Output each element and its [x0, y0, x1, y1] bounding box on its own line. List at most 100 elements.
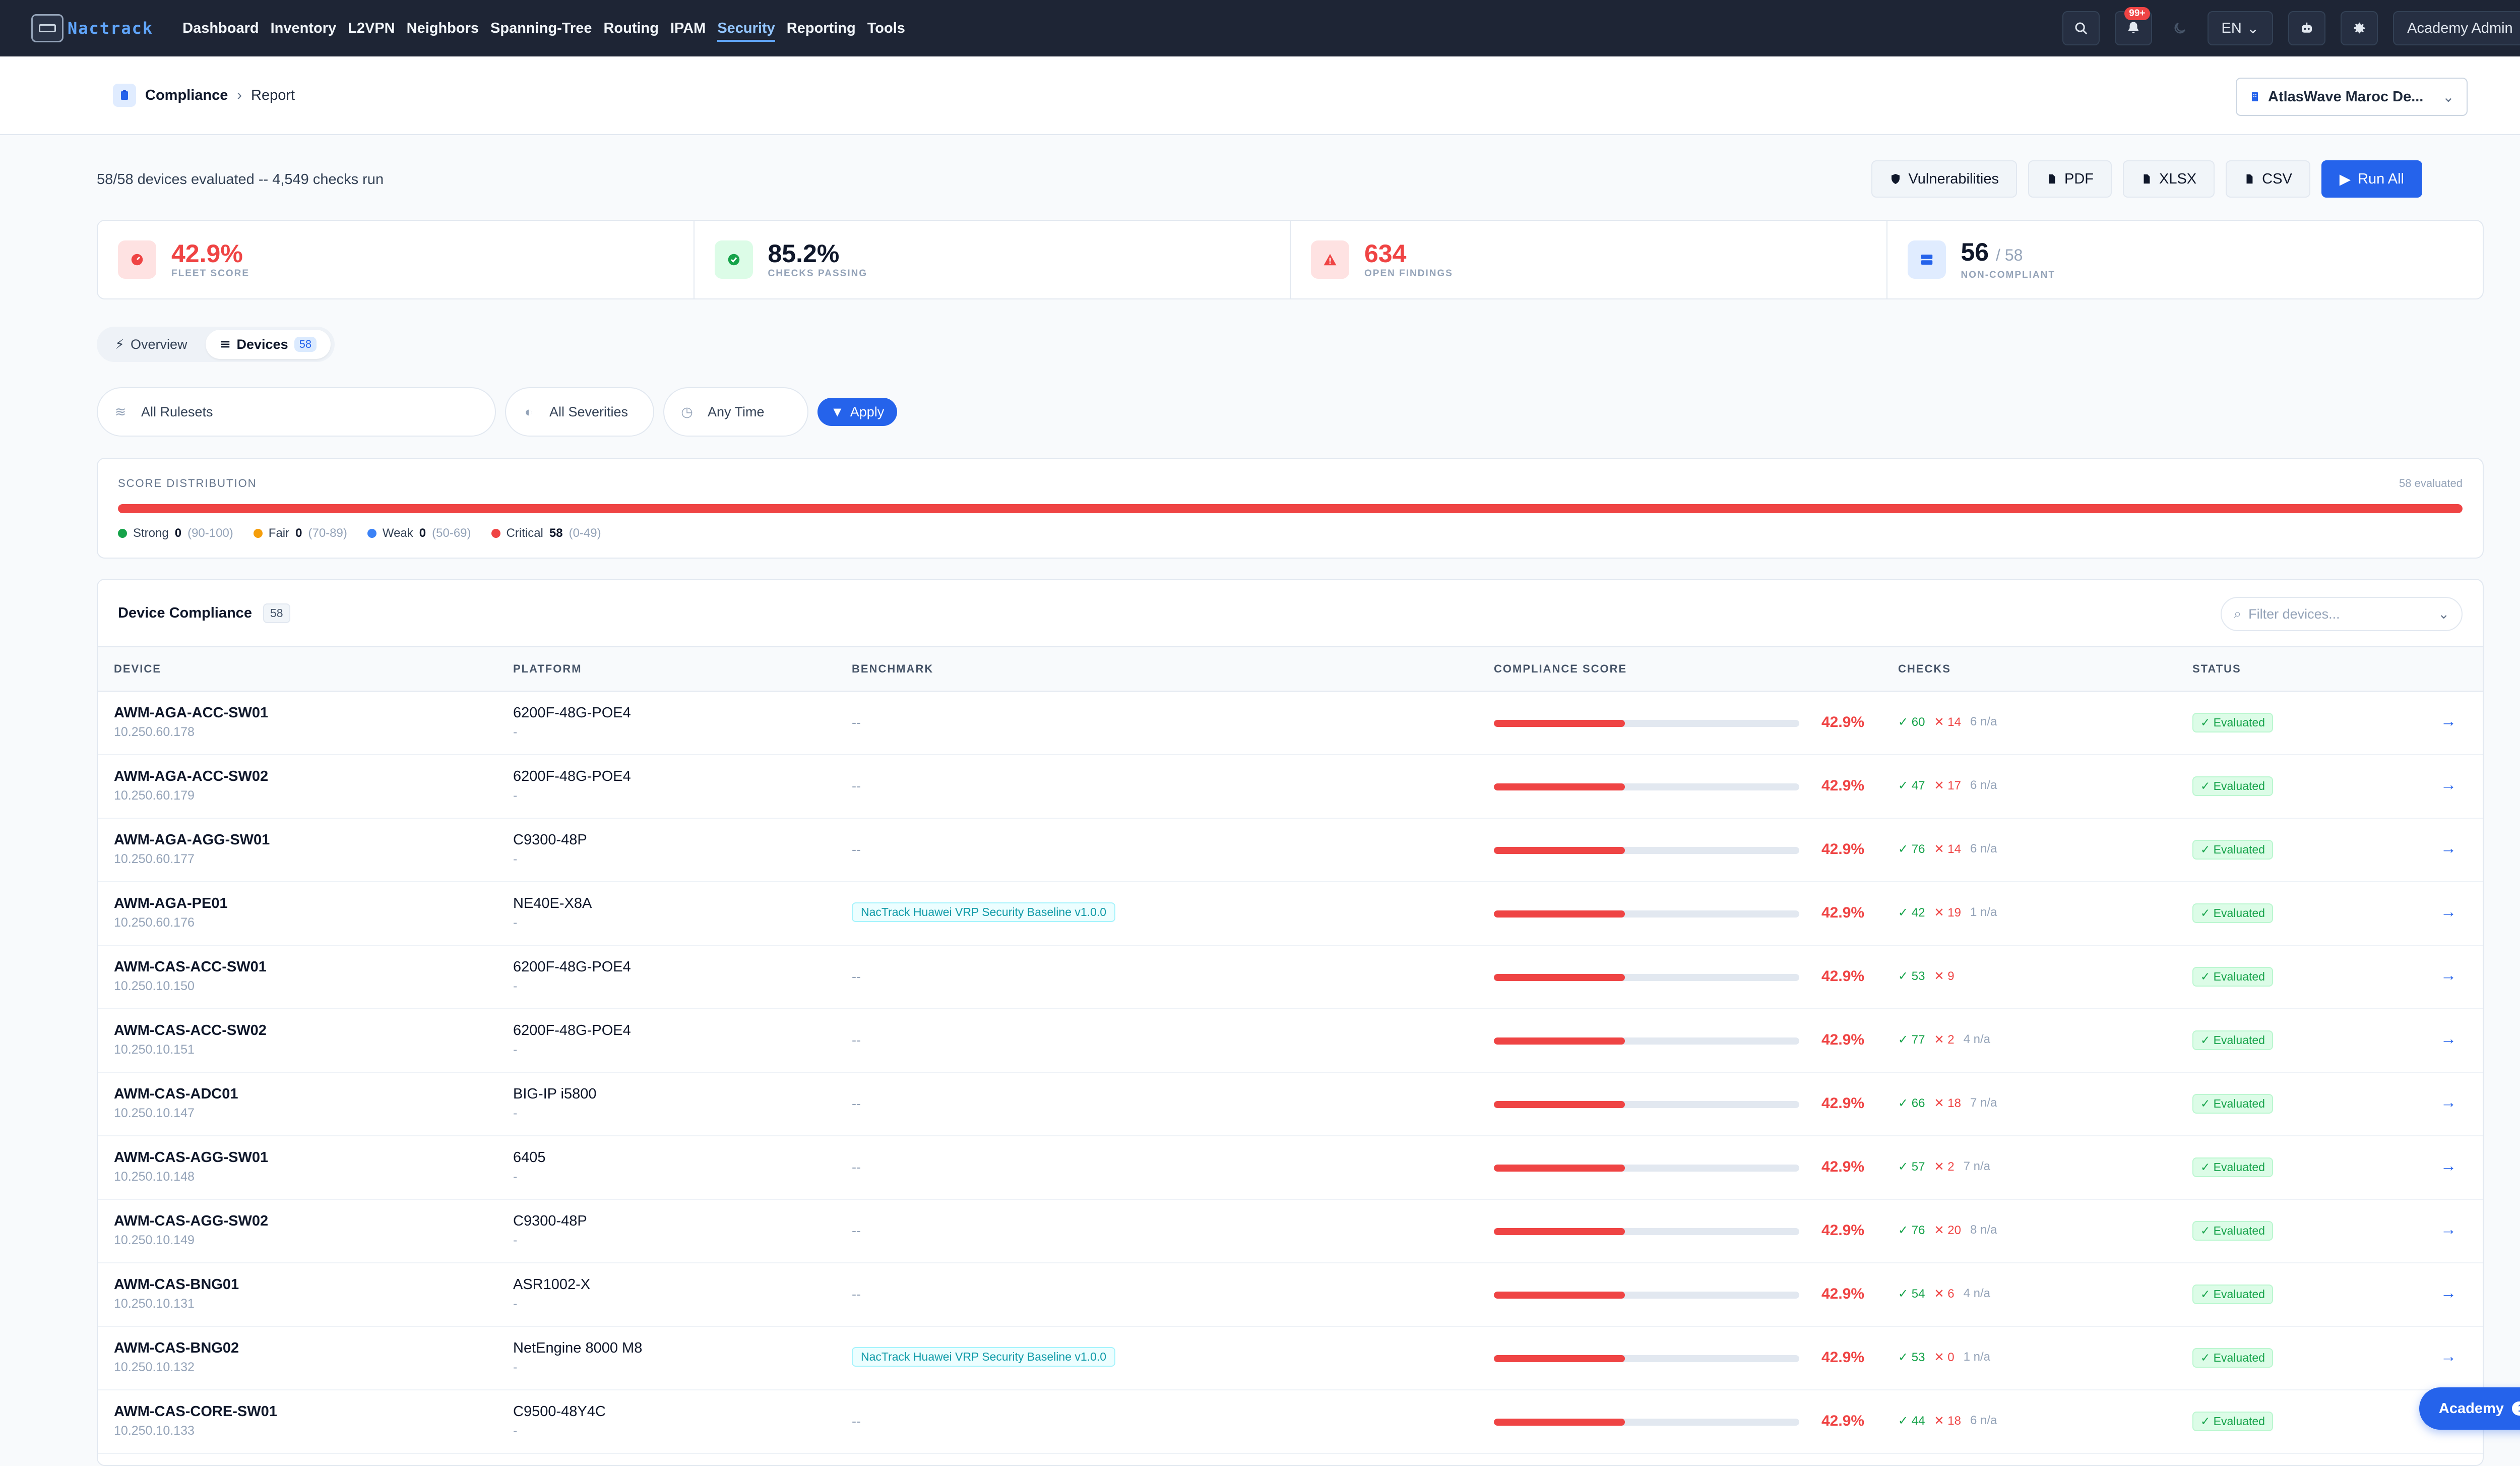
table-row[interactable]: AWM-CAS-ACC-SW01 10.250.10.150 6200F-48G-P…: [98, 946, 2483, 1009]
device-name[interactable]: AWM-CAS-ADC01: [114, 1086, 238, 1102]
export-pdf-button[interactable]: PDF: [2028, 160, 2112, 198]
device-name[interactable]: AWM-CAS-AGG-SW02: [114, 1213, 269, 1229]
nav-item-tools[interactable]: Tools: [867, 20, 905, 36]
severity-filter[interactable]: ◐ All Severities: [505, 387, 654, 437]
ruleset-filter[interactable]: ≋ All Rulesets: [97, 387, 496, 437]
x-icon: ✕: [1934, 1351, 1944, 1364]
user-menu[interactable]: Academy Admin ⌄: [2393, 11, 2520, 45]
column-checks[interactable]: CHECKS: [1898, 662, 1951, 675]
academy-button[interactable]: Academy 1/7: [2419, 1387, 2520, 1430]
benchmark-tag[interactable]: NacTrack Huawei VRP Security Baseline v1…: [852, 1347, 1116, 1367]
device-platform-sub: -: [513, 1170, 518, 1184]
checks-passed-count: 76: [1911, 1224, 1925, 1237]
tab-devices[interactable]: Devices 58: [205, 330, 331, 359]
nav-item-ipam[interactable]: IPAM: [670, 20, 706, 36]
assistant-button[interactable]: [2288, 11, 2326, 45]
table-row[interactable]: AWM-CAS-AGG-SW01 10.250.10.148 6405- -- 42.9…: [98, 1136, 2483, 1200]
arrow-right-icon[interactable]: →: [2440, 1284, 2456, 1302]
arrow-right-icon[interactable]: →: [2440, 1347, 2456, 1365]
column-compliance-score[interactable]: COMPLIANCE SCORE: [1494, 662, 1627, 675]
nav-item-routing[interactable]: Routing: [603, 20, 659, 36]
export-csv-button[interactable]: CSV: [2226, 160, 2310, 198]
apply-filters-button[interactable]: ▼ Apply: [817, 398, 898, 426]
arrow-right-icon[interactable]: →: [2440, 1220, 2456, 1238]
device-name[interactable]: AWM-CAS-ACC-SW02: [114, 1022, 267, 1039]
table-row[interactable]: AWM-CAS-BNG01 10.250.10.131 ASR1002-X - -- 42…: [98, 1263, 2483, 1327]
arrow-right-icon[interactable]: →: [2440, 902, 2456, 921]
table-row[interactable]: AWM-CAS-ACC-SW02 10.250.10.151 6200F-48G-P…: [98, 1009, 2483, 1073]
vulnerabilities-label: Vulnerabilities: [1908, 170, 1999, 187]
tab-overview[interactable]: ⚡ Overview: [101, 330, 202, 359]
benchmark-tag[interactable]: NacTrack Huawei VRP Security Baseline v1…: [852, 902, 1116, 922]
device-name[interactable]: AWM-CAS-CORE-SW01: [114, 1403, 277, 1420]
nav-item-dashboard[interactable]: Dashboard: [182, 20, 259, 36]
column-device[interactable]: DEVICE: [114, 662, 161, 675]
compliance-score-bar: [1494, 1037, 1799, 1045]
nav-item-security[interactable]: Security: [717, 20, 786, 42]
legend-item-critical: Critical 58 (0-49): [491, 526, 601, 540]
device-filter-input[interactable]: ⌕ Filter devices... ⌄: [2221, 597, 2463, 631]
language-select[interactable]: EN ⌄: [2207, 11, 2274, 45]
run-all-button[interactable]: ▶ Run All: [2321, 160, 2422, 198]
settings-button[interactable]: [2341, 11, 2378, 45]
gear-icon: [2354, 22, 2365, 34]
nav-item-reporting[interactable]: Reporting: [786, 20, 856, 36]
device-name[interactable]: AWM-AGA-ACC-SW01: [114, 705, 269, 721]
check-icon: ✓: [2200, 1097, 2211, 1110]
checks-na: 1 n/a: [1963, 1350, 1991, 1364]
device-platform-sub: -: [513, 1297, 518, 1311]
notifications-button[interactable]: 99+: [2114, 7, 2152, 45]
device-filter-placeholder: Filter devices...: [2248, 606, 2340, 622]
nav-item-neighbors[interactable]: Neighbors: [406, 20, 479, 36]
app-logo[interactable]: Nactrack: [31, 14, 153, 42]
arrow-right-icon[interactable]: →: [2440, 1093, 2456, 1111]
device-name[interactable]: AWM-CAS-BNG01: [114, 1276, 239, 1293]
legend-name: Critical: [506, 526, 543, 540]
nav-item-l2vpn[interactable]: L2VPN: [348, 20, 395, 36]
vulnerabilities-button[interactable]: Vulnerabilities: [1871, 160, 2017, 198]
arrow-right-icon[interactable]: →: [2440, 1029, 2456, 1048]
nav-item-spanning-tree[interactable]: Spanning-Tree: [490, 20, 592, 36]
compliance-score-value: 42.9%: [1821, 1286, 1865, 1302]
nav-item-inventory[interactable]: Inventory: [270, 20, 337, 36]
table-row[interactable]: AWM-AGA-AGG-SW01 10.250.60.177 C9300-48P - -…: [98, 819, 2483, 882]
breadcrumb-section[interactable]: Compliance: [145, 87, 228, 103]
tenant-select[interactable]: AtlasWave Maroc De... ⌄: [2236, 78, 2468, 116]
table-row[interactable]: AWM-AGA-PE01 10.250.60.176 NE40E-X8A - NacTr…: [98, 882, 2483, 946]
arrow-right-icon[interactable]: →: [2440, 1156, 2456, 1175]
compliance-score-value: 42.9%: [1821, 1031, 1865, 1048]
legend-count: 0: [419, 526, 426, 540]
search-button[interactable]: [2062, 11, 2100, 45]
checks-failed: ✕ 17: [1934, 778, 1961, 793]
column-platform[interactable]: PLATFORM: [513, 662, 582, 675]
column-status[interactable]: STATUS: [2192, 662, 2241, 675]
checks-summary: ✓ 76 ✕ 20 8 n/a: [1898, 1223, 1997, 1238]
checks-passed-count: 57: [1911, 1160, 1925, 1174]
kpi-fleet-score: 42.9% FLEET SCORE: [98, 221, 695, 298]
arrow-right-icon[interactable]: →: [2440, 839, 2456, 857]
arrow-right-icon[interactable]: →: [2440, 712, 2456, 730]
arrow-right-icon[interactable]: →: [2440, 775, 2456, 793]
compliance-score-bar: [1494, 1101, 1799, 1108]
arrow-right-icon[interactable]: →: [2440, 966, 2456, 984]
device-name[interactable]: AWM-AGA-AGG-SW01: [114, 832, 270, 848]
device-name[interactable]: AWM-CAS-AGG-SW01: [114, 1149, 269, 1166]
device-name[interactable]: AWM-CAS-BNG02: [114, 1340, 239, 1356]
time-filter[interactable]: ◷ Any Time: [663, 387, 808, 437]
device-name[interactable]: AWM-AGA-PE01: [114, 895, 228, 911]
table-row[interactable]: AWM-CAS-CORE-SW01 10.250.10.133 C9500-48Y4…: [98, 1390, 2483, 1454]
column-benchmark[interactable]: BENCHMARK: [852, 662, 934, 675]
table-row[interactable]: AWM-CAS-ADC01 10.250.10.147 BIG-IP i5800- -…: [98, 1073, 2483, 1136]
device-ip: 10.250.10.149: [114, 1233, 195, 1247]
checks-summary: ✓ 76 ✕ 14 6 n/a: [1898, 842, 1997, 857]
device-name[interactable]: AWM-AGA-ACC-SW02: [114, 768, 269, 784]
theme-toggle[interactable]: [2167, 11, 2192, 45]
table-row[interactable]: AWM-AGA-ACC-SW01 10.250.60.178 6200F-48G-P…: [98, 692, 2483, 755]
export-xlsx-button[interactable]: XLSX: [2122, 160, 2215, 198]
device-name[interactable]: AWM-CAS-ACC-SW01: [114, 959, 267, 975]
table-body: AWM-AGA-ACC-SW01 10.250.60.178 6200F-48G-P…: [98, 692, 2483, 1454]
table-row[interactable]: AWM-CAS-AGG-SW02 10.250.10.149 C9300-48P - -…: [98, 1200, 2483, 1263]
table-row[interactable]: AWM-AGA-ACC-SW02 10.250.60.179 6200F-48G-P…: [98, 755, 2483, 819]
check-icon: ✓: [2200, 906, 2211, 920]
table-row[interactable]: AWM-CAS-BNG02 10.250.10.132 NetEngine 8000…: [98, 1327, 2483, 1390]
